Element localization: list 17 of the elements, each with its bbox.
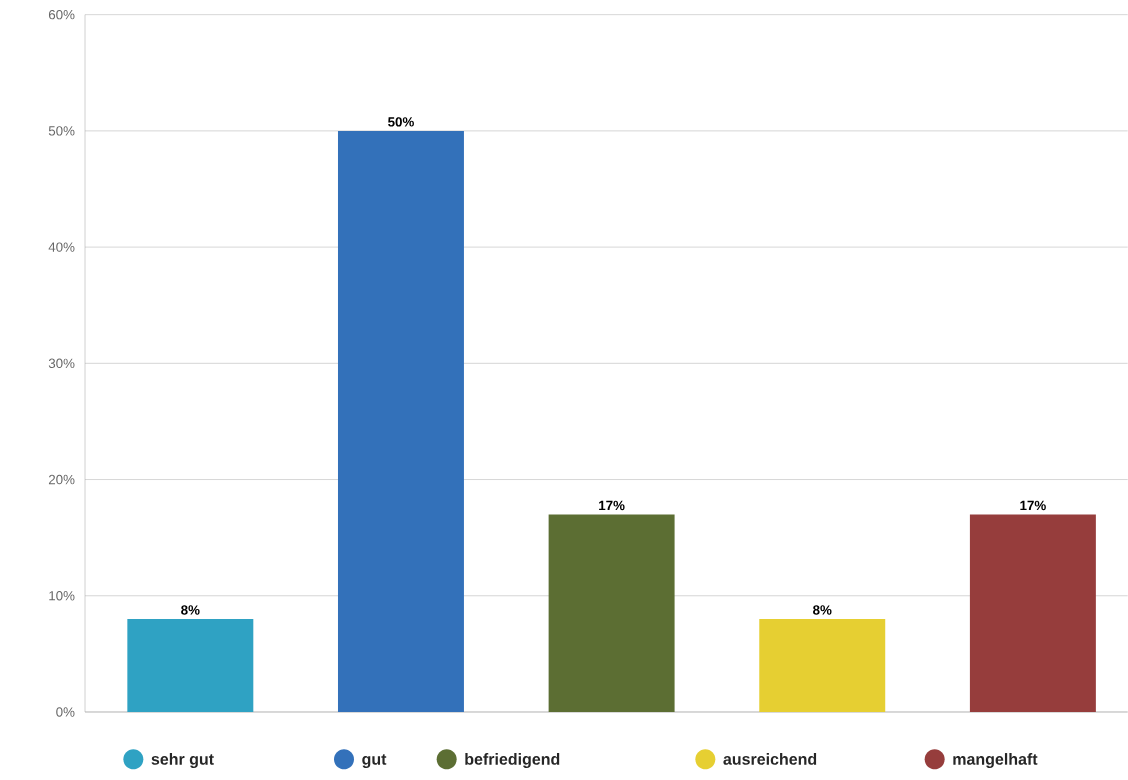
- data-label: 17%: [1020, 500, 1046, 511]
- data-label: 8%: [181, 605, 200, 615]
- data-label: 50%: [388, 117, 414, 127]
- data-label: 8%: [813, 605, 832, 615]
- y-tick-label: 30%: [48, 358, 75, 369]
- y-tick-label: 10%: [49, 591, 75, 601]
- data-label: 17%: [599, 500, 625, 511]
- y-tick-label: 20%: [48, 474, 75, 485]
- legend-label: gut: [362, 754, 387, 769]
- y-tick-label: 0%: [56, 707, 75, 717]
- y-tick-label: 50%: [48, 126, 75, 136]
- legend-label: befriedigend: [465, 753, 560, 769]
- legend-label: ausreichend: [723, 753, 817, 765]
- y-tick-label: 40%: [48, 242, 75, 252]
- legend-label: mangelhaft: [953, 753, 1038, 769]
- y-tick-label: 60%: [48, 9, 75, 20]
- legend-label: sehr gut: [151, 753, 214, 769]
